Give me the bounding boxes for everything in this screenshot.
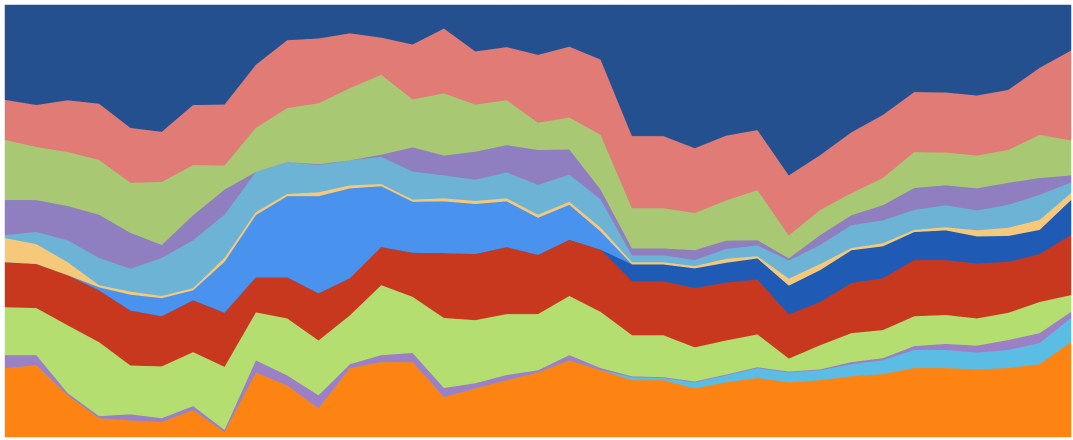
area-series bbox=[4, 4, 1072, 176]
